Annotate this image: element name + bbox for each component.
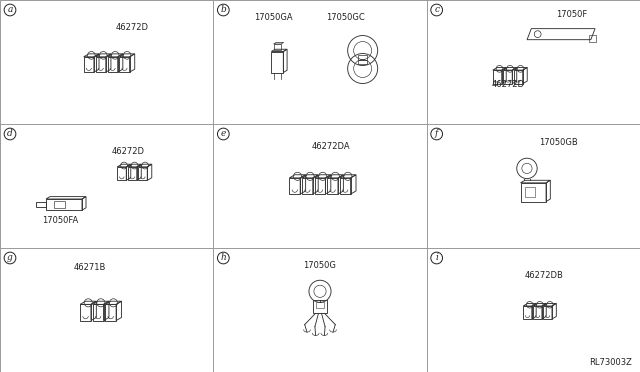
- Bar: [589, 35, 596, 42]
- Text: 17050G: 17050G: [303, 261, 337, 270]
- Bar: [46, 199, 82, 210]
- Bar: [273, 44, 281, 50]
- Text: 17050GB: 17050GB: [540, 138, 579, 147]
- Bar: [503, 70, 512, 84]
- Bar: [520, 183, 546, 202]
- Bar: [525, 187, 535, 197]
- Text: b: b: [220, 6, 226, 15]
- Text: 17050GC: 17050GC: [326, 13, 365, 22]
- Bar: [108, 57, 118, 72]
- Bar: [327, 178, 338, 194]
- Bar: [358, 55, 367, 64]
- Bar: [524, 306, 532, 319]
- Text: e: e: [221, 129, 226, 138]
- Text: h: h: [220, 253, 226, 263]
- Text: 46272DA: 46272DA: [311, 142, 350, 151]
- Text: RL73003Z: RL73003Z: [589, 358, 632, 367]
- Bar: [0, 0, 213, 124]
- Text: 46272DB: 46272DB: [525, 271, 563, 280]
- Text: 46271B: 46271B: [74, 263, 106, 272]
- Text: 17050F: 17050F: [556, 10, 588, 19]
- Bar: [138, 167, 147, 180]
- Bar: [93, 304, 104, 321]
- Bar: [0, 248, 213, 372]
- Bar: [0, 124, 213, 248]
- Bar: [533, 306, 542, 319]
- Text: f: f: [435, 129, 438, 138]
- Bar: [289, 178, 300, 194]
- Text: i: i: [435, 253, 438, 263]
- Bar: [315, 178, 325, 194]
- Bar: [427, 124, 640, 248]
- Text: c: c: [434, 6, 439, 15]
- Bar: [213, 0, 427, 124]
- Bar: [120, 57, 130, 72]
- Bar: [106, 304, 116, 321]
- Bar: [427, 0, 640, 124]
- Text: 17050GA: 17050GA: [253, 13, 292, 22]
- Bar: [427, 248, 640, 372]
- Bar: [213, 124, 427, 248]
- Bar: [117, 167, 126, 180]
- Bar: [543, 306, 552, 319]
- Text: 46272D: 46272D: [111, 147, 145, 156]
- Bar: [128, 167, 137, 180]
- Text: a: a: [7, 6, 13, 15]
- Bar: [514, 70, 523, 84]
- Bar: [493, 70, 502, 84]
- Text: g: g: [7, 253, 13, 263]
- Bar: [54, 201, 65, 208]
- Bar: [95, 57, 106, 72]
- Text: d: d: [7, 129, 13, 138]
- Bar: [313, 300, 327, 313]
- Text: 46272D: 46272D: [116, 23, 148, 32]
- Bar: [213, 248, 427, 372]
- Bar: [316, 301, 324, 308]
- Bar: [340, 178, 351, 194]
- Bar: [271, 51, 284, 73]
- Bar: [80, 304, 91, 321]
- Text: 17050FA: 17050FA: [42, 216, 78, 225]
- Bar: [84, 57, 94, 72]
- Bar: [302, 178, 313, 194]
- Text: 46272D: 46272D: [492, 80, 524, 89]
